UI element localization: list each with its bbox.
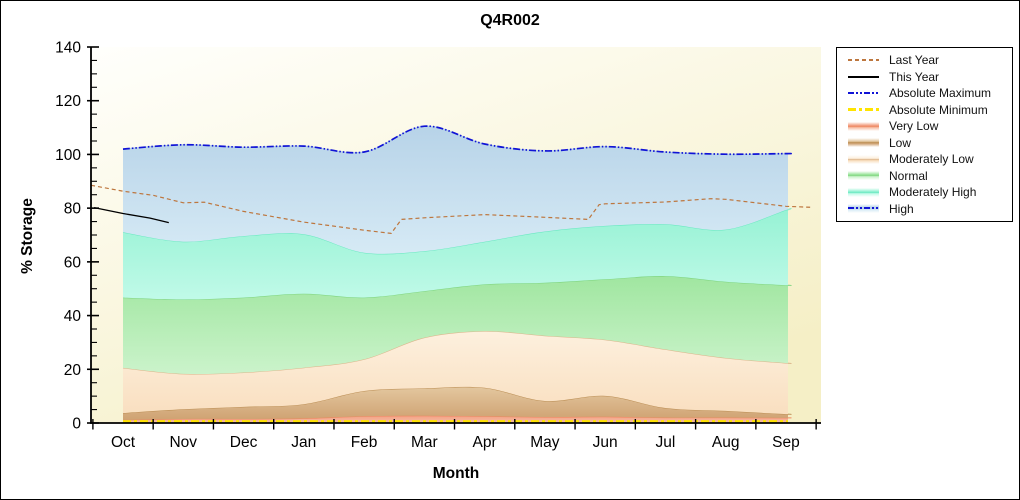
band-low xyxy=(123,386,792,420)
legend-label: High xyxy=(889,201,914,216)
legend-band-swatch-moderately-high xyxy=(848,187,879,197)
y-tick-label: 100 xyxy=(55,147,81,164)
legend: Last Year This Year Absolute Maximum Absolu… xyxy=(836,47,1013,222)
y-tick-label: 120 xyxy=(55,93,81,110)
legend-item-last-year: Last Year xyxy=(837,53,1012,68)
legend-item-high: High xyxy=(837,201,1012,216)
line-last-year xyxy=(90,184,812,235)
legend-line-swatch-last-year xyxy=(848,59,879,62)
legend-line-overlay xyxy=(848,207,879,210)
legend-item-normal: Normal xyxy=(837,168,1012,183)
legend-band-swatch-very-low xyxy=(848,121,879,131)
legend-line-swatch-this-year xyxy=(848,75,879,78)
legend-label: Very Low xyxy=(889,119,939,134)
band-moderately-low xyxy=(123,331,792,415)
legend-item-moderately-low: Moderately Low xyxy=(837,152,1012,167)
legend-label: Moderately High xyxy=(889,185,977,200)
y-tick-label: 40 xyxy=(64,308,82,325)
legend-item-moderately-high: Moderately High xyxy=(837,185,1012,200)
x-axis-title: Month xyxy=(432,465,480,482)
x-tick-label: Sep xyxy=(772,434,800,451)
x-tick-label: Oct xyxy=(111,434,136,451)
chart-title: Q4R002 xyxy=(480,12,540,29)
legend-label: Low xyxy=(889,135,912,150)
legend-item-low: Low xyxy=(837,135,1012,150)
legend-label: Moderately Low xyxy=(889,152,974,167)
line-absolute-maximum xyxy=(122,125,792,156)
x-tick-label: Mar xyxy=(411,434,438,451)
legend-label: Absolute Maximum xyxy=(889,86,992,101)
legend-label: Absolute Minimum xyxy=(889,102,988,117)
y-tick-label: 20 xyxy=(64,362,82,379)
y-tick-label: 80 xyxy=(64,201,82,218)
x-tick-label: Aug xyxy=(712,434,740,451)
y-tick-label: 0 xyxy=(72,416,81,433)
x-tick-label: Jun xyxy=(593,434,618,451)
legend-band-swatch-normal xyxy=(848,171,879,181)
x-tick-label: Apr xyxy=(473,434,497,451)
legend-line-swatch-absolute-maximum xyxy=(848,92,879,95)
legend-label: Last Year xyxy=(889,53,940,68)
legend-band-swatch-moderately-low xyxy=(848,154,879,164)
legend-item-absolute-minimum: Absolute Minimum xyxy=(837,102,1012,117)
legend-band-swatch-high xyxy=(848,204,879,214)
band-moderately-high xyxy=(123,208,792,300)
legend-line-swatch-absolute-minimum xyxy=(848,108,879,112)
x-tick-label: Dec xyxy=(230,434,258,451)
x-tick-label: Jul xyxy=(656,434,676,451)
legend-label: Normal xyxy=(889,168,928,183)
y-tick-label: 140 xyxy=(55,40,81,57)
x-tick-label: May xyxy=(530,434,560,451)
x-tick-label: Jan xyxy=(291,434,316,451)
x-tick-label: Nov xyxy=(169,434,197,451)
band-high xyxy=(123,126,792,254)
legend-item-this-year: This Year xyxy=(837,69,1012,84)
band-normal xyxy=(123,276,792,375)
x-tick-label: Feb xyxy=(351,434,378,451)
legend-band-swatch-low xyxy=(848,138,879,148)
legend-item-very-low: Very Low xyxy=(837,119,1012,134)
legend-label: This Year xyxy=(889,69,940,84)
legend-item-absolute-maximum: Absolute Maximum xyxy=(837,86,1012,101)
y-tick-label: 60 xyxy=(64,254,82,271)
line-this-year xyxy=(93,206,169,224)
